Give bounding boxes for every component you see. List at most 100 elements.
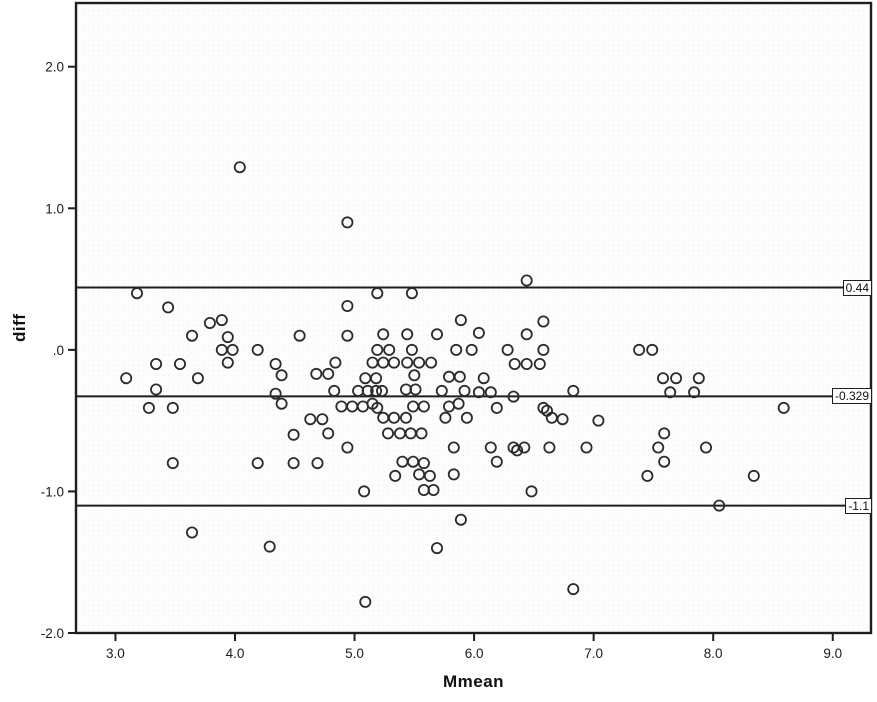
- data-point: [359, 595, 372, 608]
- data-point: [525, 485, 538, 498]
- data-point: [511, 444, 524, 457]
- data-point: [490, 455, 503, 468]
- data-point: [341, 329, 354, 342]
- data-point: [215, 343, 228, 356]
- data-point: [425, 356, 438, 369]
- data-point: [472, 326, 485, 339]
- data-point: [580, 441, 593, 454]
- data-point: [458, 384, 471, 397]
- data-point: [646, 343, 659, 356]
- data-point: [150, 383, 163, 396]
- data-point: [311, 457, 324, 470]
- data-point: [130, 287, 143, 300]
- data-point: [185, 526, 198, 539]
- data-point: [439, 411, 452, 424]
- data-point: [361, 384, 374, 397]
- mean-line-label: -0.329: [831, 388, 872, 405]
- data-point: [450, 343, 463, 356]
- x-tick-label: 3.0: [106, 646, 125, 661]
- data-point: [399, 411, 412, 424]
- x-tick-label: 6.0: [465, 646, 484, 661]
- data-point: [371, 343, 384, 356]
- data-point: [404, 427, 417, 440]
- data-point: [215, 314, 228, 327]
- data-point: [329, 356, 342, 369]
- data-point: [142, 401, 155, 414]
- data-point: [415, 427, 428, 440]
- data-point: [507, 390, 520, 403]
- data-point: [335, 400, 348, 413]
- plot-border: [74, 1, 873, 635]
- data-point: [688, 386, 701, 399]
- x-axis-title: Mmean: [442, 672, 505, 691]
- data-point: [341, 299, 354, 312]
- data-point: [185, 329, 198, 342]
- upper-limit-label: 0.44: [842, 279, 872, 296]
- data-point: [408, 369, 421, 382]
- data-point: [341, 216, 354, 229]
- data-point: [275, 369, 288, 382]
- y-axis-title: diff: [10, 313, 29, 342]
- data-point: [173, 357, 186, 370]
- data-point: [370, 384, 383, 397]
- data-point: [370, 372, 383, 385]
- y-tick-label: -1.0: [41, 484, 64, 499]
- data-point: [533, 357, 546, 370]
- data-point: [287, 428, 300, 441]
- data-point: [447, 468, 460, 481]
- data-point: [454, 513, 467, 526]
- data-point: [700, 441, 713, 454]
- data-point: [567, 583, 580, 596]
- data-point: [166, 401, 179, 414]
- data-point: [452, 397, 465, 410]
- data-point: [435, 384, 448, 397]
- data-point: [387, 411, 400, 424]
- data-point: [366, 356, 379, 369]
- data-point: [377, 411, 390, 424]
- data-point: [658, 455, 671, 468]
- data-point: [310, 367, 323, 380]
- x-tick-label: 4.0: [226, 646, 245, 661]
- data-point: [233, 161, 246, 174]
- data-point: [352, 384, 365, 397]
- data-point: [358, 485, 371, 498]
- data-point: [166, 457, 179, 470]
- data-point: [226, 343, 239, 356]
- data-point: [409, 383, 422, 396]
- data-point: [407, 400, 420, 413]
- data-point: [322, 427, 335, 440]
- data-point: [322, 367, 335, 380]
- data-point: [454, 314, 467, 327]
- data-point: [537, 343, 550, 356]
- data-point: [417, 483, 430, 496]
- data-point: [393, 427, 406, 440]
- data-point: [777, 401, 790, 414]
- x-tick-label: 8.0: [704, 646, 723, 661]
- data-point: [381, 427, 394, 440]
- data-point: [221, 356, 234, 369]
- data-point: [387, 356, 400, 369]
- data-point: [120, 372, 133, 385]
- data-point: [396, 455, 409, 468]
- data-point: [543, 441, 556, 454]
- data-point: [221, 331, 234, 344]
- data-point: [389, 469, 402, 482]
- data-point: [191, 372, 204, 385]
- data-point: [472, 386, 485, 399]
- data-point: [460, 411, 473, 424]
- data-point: [405, 287, 418, 300]
- data-point: [413, 356, 426, 369]
- data-point: [304, 413, 317, 426]
- data-point: [518, 441, 531, 454]
- data-point: [508, 357, 521, 370]
- y-tick-label: -2.0: [41, 626, 64, 641]
- data-point: [633, 343, 646, 356]
- data-point: [356, 400, 369, 413]
- data-point: [692, 372, 705, 385]
- data-point: [442, 370, 455, 383]
- x-axis-ticks: 3.0 4.0 5.0 6.0 7.0 8.0 9.0: [106, 633, 842, 661]
- data-point: [269, 387, 282, 400]
- data-point: [413, 468, 426, 481]
